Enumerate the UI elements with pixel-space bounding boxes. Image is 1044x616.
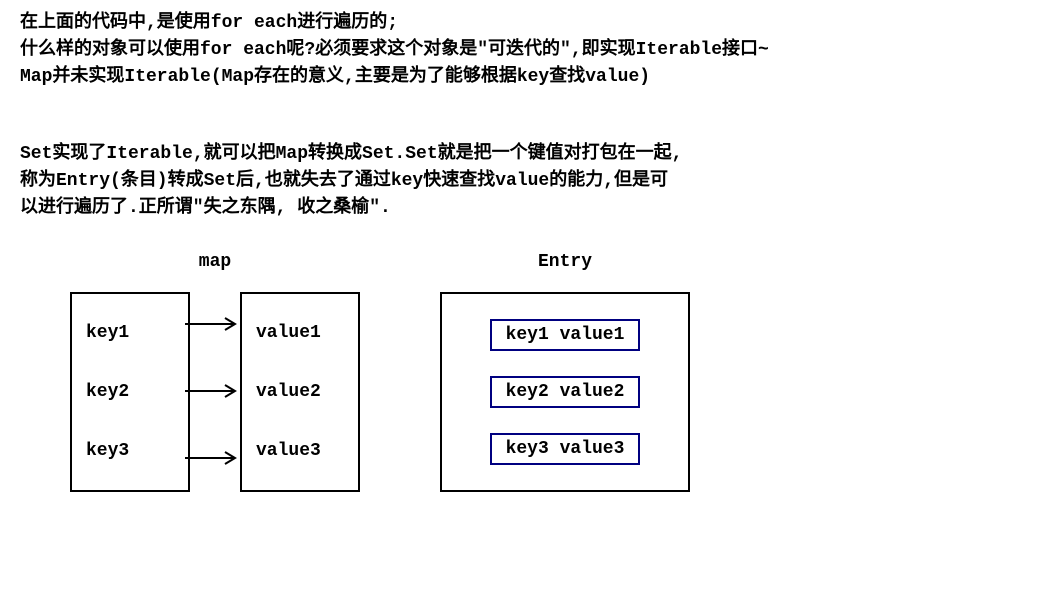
text-line: 以进行遍历了.正所谓"失之东隅, 收之桑榆". [20,195,1024,222]
value-item: value3 [256,441,344,461]
map-diagram: map key1 key2 key3 value1 value2 [70,252,360,492]
entry-item: key2 value2 [490,376,641,408]
value-item: value1 [256,323,344,343]
entry-item: key3 value3 [490,433,641,465]
paragraph-1: 在上面的代码中,是使用for each进行遍历的; 什么样的对象可以使用for … [20,10,1024,91]
entry-title: Entry [538,252,592,272]
key-box: key1 key2 key3 [70,292,190,492]
key-item: key2 [86,382,174,402]
key-item: key3 [86,441,174,461]
entry-item: key1 value1 [490,319,641,351]
text-line: 在上面的代码中,是使用for each进行遍历的; [20,10,1024,37]
entry-diagram: Entry key1 value1 key2 value2 key3 value… [440,252,690,492]
key-item: key1 [86,323,174,343]
arrow-icon [190,324,240,326]
map-diagram-body: key1 key2 key3 value1 value2 value3 [70,292,360,492]
text-line: 称为Entry(条目)转成Set后,也就失去了通过key快速查找value的能力… [20,168,1024,195]
paragraph-2: Set实现了Iterable,就可以把Map转换成Set.Set就是把一个键值对… [20,141,1024,222]
entry-box: key1 value1 key2 value2 key3 value3 [440,292,690,492]
text-line: Map并未实现Iterable(Map存在的意义,主要是为了能够根据key查找v… [20,64,1024,91]
arrow-icon [190,458,240,460]
arrow-icon [190,391,240,393]
diagram-container: map key1 key2 key3 value1 value2 [20,252,1024,492]
text-line: 什么样的对象可以使用for each呢?必须要求这个对象是"可迭代的",即实现I… [20,37,1024,64]
text-line: Set实现了Iterable,就可以把Map转换成Set.Set就是把一个键值对… [20,141,1024,168]
arrow-column [190,292,240,492]
value-box: value1 value2 value3 [240,292,360,492]
map-title: map [199,252,231,272]
value-item: value2 [256,382,344,402]
